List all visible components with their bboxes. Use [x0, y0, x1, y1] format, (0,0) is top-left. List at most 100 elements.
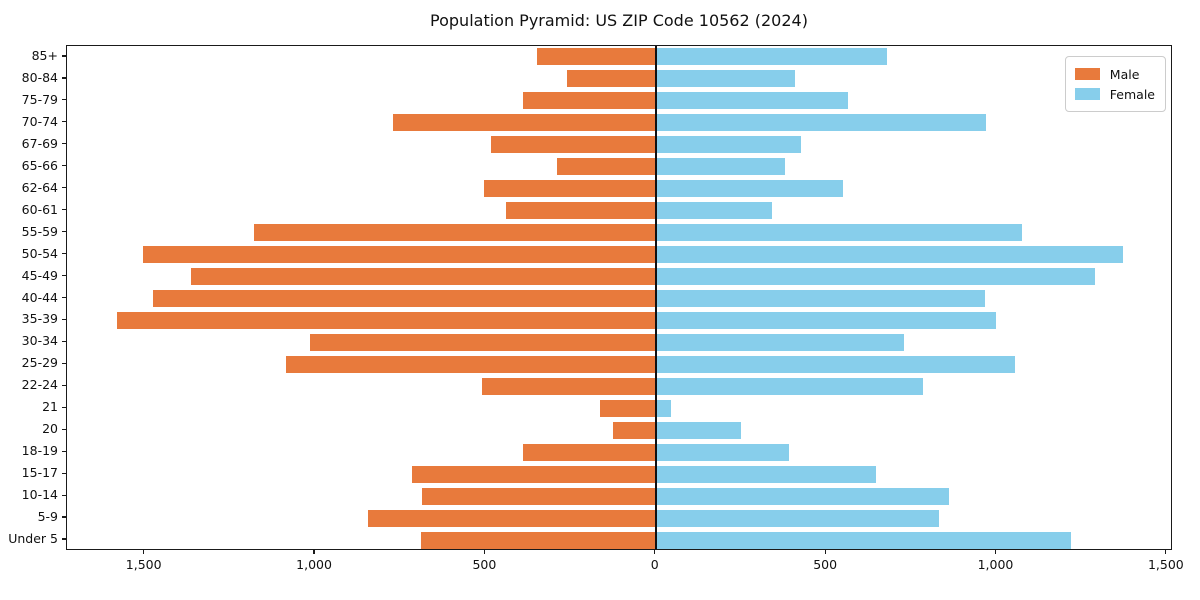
bar-male-30-34 [309, 333, 656, 351]
bar-female-40-44 [655, 290, 985, 307]
bar-male-35-39 [117, 311, 656, 329]
y-tick-label-15-17: 15-17 [21, 465, 58, 481]
bar-male-45-49 [190, 268, 656, 286]
y-tick-mark [62, 209, 66, 211]
y-tick-mark [62, 362, 66, 364]
y-tick-mark [62, 165, 66, 167]
y-tick-label-40-44: 40-44 [21, 289, 58, 305]
bar-male-15-17 [412, 465, 656, 483]
bar-female-85- [655, 48, 888, 66]
bar-female-20 [655, 421, 741, 439]
bar-male-20 [613, 421, 656, 439]
x-tick-mark [143, 550, 145, 554]
bar-male-25-29 [286, 355, 656, 373]
bar-female-65-66 [655, 158, 786, 176]
y-tick-label-18-19: 18-19 [21, 443, 58, 459]
female-legend-swatch [1074, 88, 1100, 100]
bar-female-55-59 [655, 224, 1023, 242]
bar-male-under-5 [420, 531, 656, 549]
x-tick-label-1500: 1,500 [125, 557, 162, 572]
male-legend-swatch [1074, 68, 1100, 80]
bar-female-67-69 [655, 136, 801, 154]
y-tick-label-50-54: 50-54 [21, 245, 58, 261]
bar-female-62-64 [655, 180, 844, 198]
bar-male-65-66 [556, 158, 656, 176]
bar-male-22-24 [482, 377, 656, 395]
y-tick-label-65-66: 65-66 [21, 157, 58, 173]
bar-male-40-44 [153, 290, 656, 307]
x-tick-mark [483, 550, 485, 554]
y-tick-mark [62, 187, 66, 189]
y-tick-mark [62, 231, 66, 233]
x-tick-mark [313, 550, 315, 554]
y-tick-label-80-84: 80-84 [21, 69, 58, 85]
y-tick-label-10-14: 10-14 [21, 487, 58, 503]
y-tick-mark [62, 472, 66, 474]
bar-female-50-54 [655, 246, 1123, 264]
x-tick-mark [1165, 550, 1167, 554]
y-tick-mark [62, 77, 66, 79]
bar-male-85- [536, 48, 656, 66]
y-tick-label-62-64: 62-64 [21, 179, 58, 195]
bar-female-21 [655, 399, 672, 417]
bar-male-10-14 [422, 487, 656, 505]
x-tick-label-500: 500 [472, 557, 497, 572]
x-tick-label-1000: 1,000 [977, 557, 1014, 572]
bar-female-80-84 [655, 70, 796, 88]
y-tick-label-67-69: 67-69 [21, 135, 58, 151]
bar-male-67-69 [490, 136, 656, 154]
y-tick-mark [62, 406, 66, 408]
y-tick-label-5-9: 5-9 [37, 509, 58, 525]
y-tick-label-55-59: 55-59 [21, 223, 58, 239]
female-legend-label: Female [1109, 86, 1155, 102]
y-tick-mark [62, 318, 66, 321]
bar-female-10-14 [655, 487, 949, 505]
bar-male-80-84 [567, 70, 656, 88]
x-tick-label-500: 500 [813, 557, 838, 572]
y-tick-mark [62, 274, 66, 277]
bar-female-15-17 [655, 465, 876, 483]
bar-female-18-19 [655, 443, 789, 461]
y-tick-mark [62, 384, 66, 386]
y-tick-label-22-24: 22-24 [21, 377, 58, 393]
bar-male-62-64 [483, 180, 656, 198]
y-tick-label-70-74: 70-74 [21, 113, 58, 129]
x-tick-label-1000: 1,000 [296, 557, 332, 572]
male-legend-label: Male [1109, 66, 1140, 82]
bar-female-5-9 [655, 509, 939, 527]
bar-female-under-5 [655, 531, 1072, 549]
legend-entry-male: Male [1074, 64, 1155, 84]
y-tick-label-75-79: 75-79 [21, 91, 58, 107]
y-tick-label-under-5: Under 5 [8, 531, 58, 547]
y-tick-mark [62, 99, 66, 101]
bar-female-25-29 [655, 355, 1016, 373]
bar-female-75-79 [655, 92, 849, 110]
bar-female-60-61 [655, 202, 772, 220]
zero-reference-line [654, 46, 657, 549]
y-tick-mark [62, 296, 66, 299]
x-tick-mark [824, 550, 826, 554]
bar-female-45-49 [655, 268, 1096, 286]
plot-area: Male Female [66, 45, 1172, 550]
y-tick-label-60-61: 60-61 [21, 201, 58, 217]
y-tick-mark [62, 494, 66, 496]
bar-female-22-24 [655, 377, 924, 395]
x-tick-mark [994, 550, 997, 554]
bar-male-21 [599, 399, 656, 417]
legend-entry-female: Female [1074, 84, 1155, 104]
y-tick-mark [62, 516, 66, 518]
y-tick-label-35-39: 35-39 [21, 311, 58, 327]
bar-male-55-59 [253, 224, 656, 242]
bar-male-70-74 [393, 114, 656, 132]
x-tick-label-1500: 1,500 [1147, 557, 1184, 572]
bar-male-50-54 [142, 246, 656, 264]
bar-male-60-61 [505, 202, 656, 220]
y-tick-label-30-34: 30-34 [21, 333, 58, 349]
bar-female-35-39 [655, 311, 997, 329]
x-tick-label-0: 0 [650, 557, 659, 572]
y-tick-mark [62, 450, 66, 452]
y-tick-label-45-49: 45-49 [21, 267, 58, 283]
y-tick-label-25-29: 25-29 [21, 355, 58, 371]
bar-male-75-79 [522, 92, 656, 110]
